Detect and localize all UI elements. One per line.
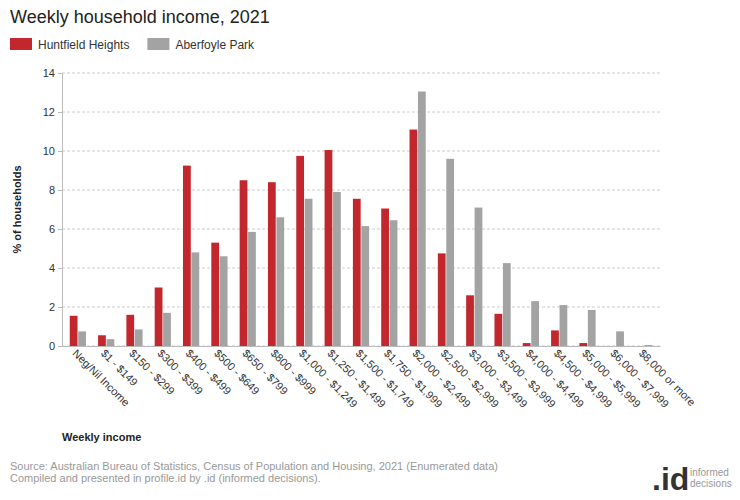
bar [220, 256, 228, 346]
tick-label: 2 [49, 301, 55, 313]
bar [268, 182, 276, 346]
bar [248, 232, 256, 346]
source: Compiled and presented in profile.id by … [10, 472, 321, 484]
bar [155, 288, 163, 347]
tick-label: 4 [49, 262, 55, 274]
bar [296, 156, 304, 346]
bar [503, 263, 511, 346]
tick: 6 [49, 223, 62, 235]
tick-mark [58, 73, 62, 74]
grid-line [62, 229, 660, 230]
bar [551, 330, 559, 346]
tick-label: 8 [49, 184, 55, 196]
bar [644, 345, 652, 346]
grid-line [62, 190, 660, 191]
bar [353, 199, 361, 346]
legend-entry: Aberfoyle Park [175, 38, 255, 52]
legend-swatch [147, 38, 169, 50]
bars [70, 92, 652, 346]
tick-label: $8,000 or more [637, 347, 698, 408]
bar [361, 226, 369, 346]
grid-line [62, 268, 660, 269]
bar [438, 253, 446, 346]
bar [475, 208, 483, 346]
tick-label: 10 [43, 145, 55, 157]
tick-label: 12 [43, 106, 55, 118]
tick: 8 [49, 184, 62, 196]
tick: 10 [43, 145, 62, 157]
bar [523, 343, 531, 346]
bar [126, 315, 134, 346]
bar [240, 180, 248, 346]
bar [608, 346, 616, 347]
tick: $8,000 or more [637, 346, 698, 408]
legend-swatch [10, 38, 32, 50]
bar [333, 192, 341, 346]
chart: Weekly household income, 2021 Huntfield H… [0, 0, 740, 500]
axis-line [58, 74, 63, 347]
tick-mark [58, 346, 62, 347]
tick: 0 [49, 340, 62, 352]
grid [62, 73, 660, 346]
bar [466, 295, 474, 346]
x-axis-title: Weekly income [62, 431, 141, 443]
y-axis-title: % of households [11, 166, 23, 254]
y-axis: 0 2 4 6 8 10 12 14 [43, 67, 63, 352]
x-axis: Neg/Nil Income$1 - $149$150 - $299$300 -… [63, 346, 698, 410]
bar [381, 209, 389, 346]
bar [98, 335, 106, 346]
tick-label: 14 [43, 67, 55, 79]
grid-line [62, 73, 660, 74]
grid-line [62, 346, 660, 347]
tick: 14 [43, 67, 62, 79]
tick: 12 [43, 106, 62, 118]
bar [636, 346, 644, 347]
bar [305, 199, 313, 346]
title: Weekly household income, 2021 [10, 7, 270, 27]
bar [78, 331, 86, 346]
bar [135, 329, 143, 346]
bar [531, 301, 539, 346]
tick-mark [58, 190, 62, 191]
tick-mark [58, 268, 62, 269]
tick-mark [58, 229, 62, 230]
grid-line [62, 112, 660, 113]
tick: 4 [49, 262, 62, 274]
logo-subtext: decisions [690, 478, 732, 489]
bar [418, 92, 426, 346]
legend: Huntfield Heights Aberfoyle Park [10, 38, 255, 52]
source: Source: Australian Bureau of Statistics,… [10, 460, 498, 472]
tick-mark [58, 307, 62, 308]
bar [616, 331, 624, 346]
tick-mark [58, 112, 62, 113]
bar [410, 130, 418, 346]
grid-line [62, 307, 660, 308]
tick-label: 0 [49, 340, 55, 352]
bar [390, 220, 398, 346]
bar [560, 305, 568, 346]
bar [325, 150, 333, 346]
bar [183, 166, 191, 346]
bar [494, 314, 502, 346]
bar [579, 343, 587, 346]
bar [588, 310, 596, 346]
tick: 2 [49, 301, 62, 313]
bar [276, 217, 284, 346]
bar [446, 159, 454, 346]
logo-subtext: informed [690, 467, 729, 478]
tick-mark [58, 151, 62, 152]
logo: .id [652, 461, 689, 497]
bar [191, 252, 199, 346]
bar [211, 243, 219, 346]
bar [163, 313, 171, 346]
legend-entry: Huntfield Heights [38, 38, 129, 52]
grid-line [62, 151, 660, 152]
bar [70, 316, 78, 346]
tick-label: 6 [49, 223, 55, 235]
bar [107, 339, 115, 346]
plot: 0 2 4 6 8 10 12 14 Neg/Nil Income$1 - $149$150 -… [43, 67, 698, 410]
